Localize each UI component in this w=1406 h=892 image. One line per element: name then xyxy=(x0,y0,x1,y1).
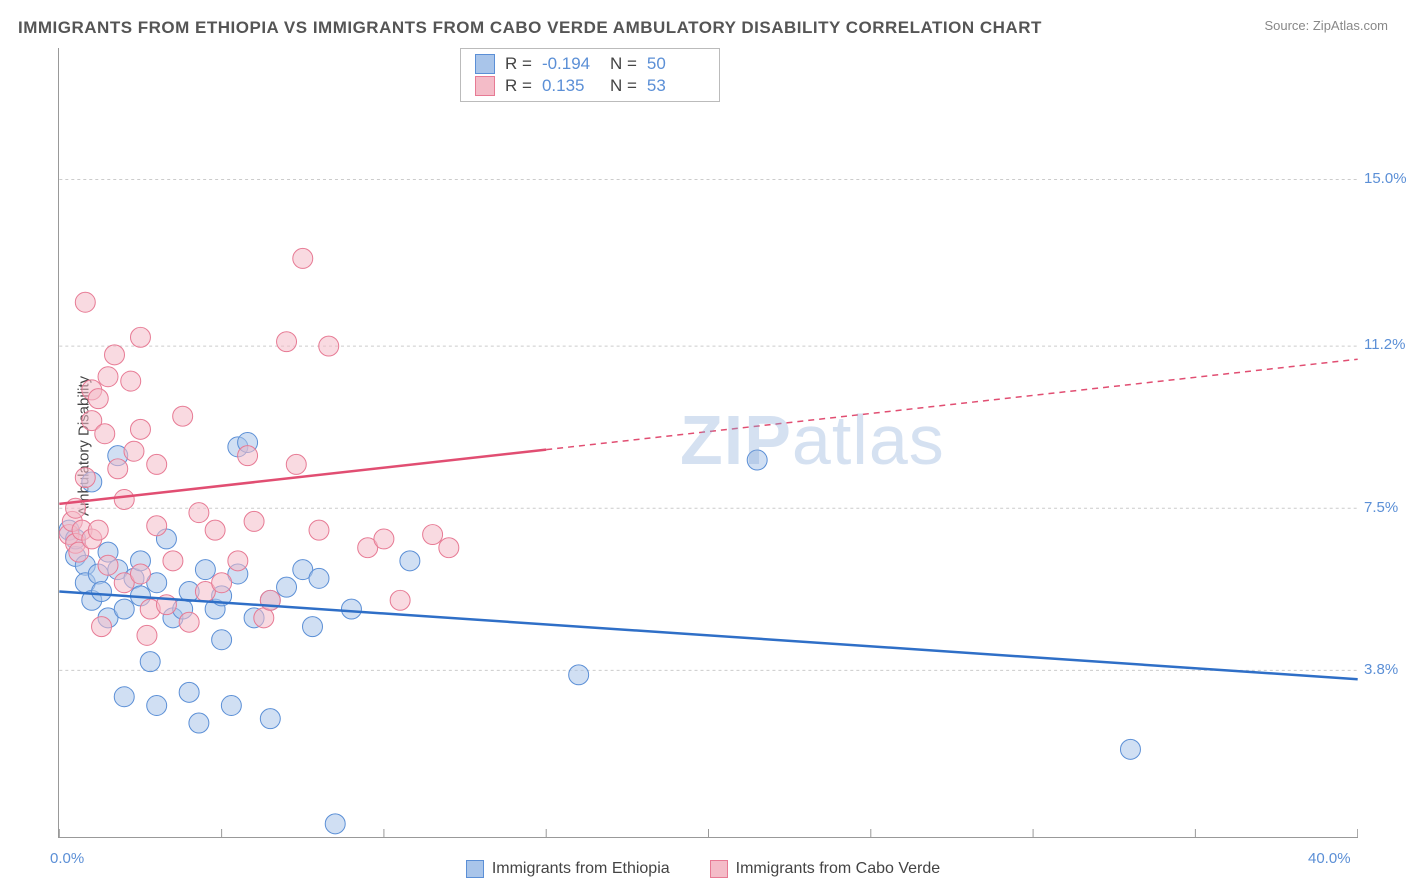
data-point xyxy=(260,709,280,729)
data-point xyxy=(277,332,297,352)
data-point xyxy=(147,516,167,536)
data-point xyxy=(75,468,95,488)
bottom-legend: Immigrants from Ethiopia Immigrants from … xyxy=(0,860,1406,878)
stats-r-label: R = xyxy=(505,54,532,74)
data-point xyxy=(147,696,167,716)
y-tick-label: 3.8% xyxy=(1364,661,1398,678)
chart-title: IMMIGRANTS FROM ETHIOPIA VS IMMIGRANTS F… xyxy=(18,18,1042,38)
legend-swatch xyxy=(710,860,728,878)
data-point xyxy=(114,687,134,707)
data-point xyxy=(92,582,112,602)
legend-label: Immigrants from Ethiopia xyxy=(492,860,670,878)
trend-line xyxy=(59,592,1357,680)
data-point xyxy=(423,525,443,545)
y-tick-label: 15.0% xyxy=(1364,170,1406,187)
data-point xyxy=(88,389,108,409)
legend-swatch xyxy=(466,860,484,878)
data-point xyxy=(179,682,199,702)
data-point xyxy=(189,713,209,733)
data-point xyxy=(238,446,258,466)
y-tick-label: 7.5% xyxy=(1364,499,1398,516)
data-point xyxy=(569,665,589,685)
data-point xyxy=(390,590,410,610)
scatter-plot xyxy=(59,48,1358,837)
stats-row: R = -0.194 N = 50 xyxy=(475,53,705,75)
data-point xyxy=(137,625,157,645)
data-point xyxy=(212,630,232,650)
data-point xyxy=(221,696,241,716)
legend-item: Immigrants from Ethiopia xyxy=(466,860,670,878)
data-point xyxy=(75,292,95,312)
data-point xyxy=(212,573,232,593)
data-point xyxy=(205,520,225,540)
stats-r-value: 0.135 xyxy=(542,76,600,96)
stats-row: R = 0.135 N = 53 xyxy=(475,75,705,97)
legend-item: Immigrants from Cabo Verde xyxy=(710,860,941,878)
data-point xyxy=(747,450,767,470)
data-point xyxy=(189,503,209,523)
data-point xyxy=(98,555,118,575)
data-point xyxy=(92,617,112,637)
data-point xyxy=(114,599,134,619)
data-point xyxy=(121,371,141,391)
stats-n-value: 50 xyxy=(647,54,705,74)
data-point xyxy=(147,454,167,474)
title-bar: IMMIGRANTS FROM ETHIOPIA VS IMMIGRANTS F… xyxy=(18,18,1388,38)
data-point xyxy=(228,551,248,571)
data-point xyxy=(439,538,459,558)
trend-line-dashed xyxy=(546,359,1357,449)
data-point xyxy=(325,814,345,834)
data-point xyxy=(1120,739,1140,759)
y-tick-label: 11.2% xyxy=(1364,336,1405,353)
x-tick-label: 40.0% xyxy=(1308,850,1351,867)
legend-label: Immigrants from Cabo Verde xyxy=(736,860,941,878)
data-point xyxy=(293,248,313,268)
data-point xyxy=(173,406,193,426)
stats-n-label: N = xyxy=(610,76,637,96)
data-point xyxy=(140,652,160,672)
stats-r-label: R = xyxy=(505,76,532,96)
data-point xyxy=(244,511,264,531)
data-point xyxy=(309,520,329,540)
data-point xyxy=(341,599,361,619)
data-point xyxy=(286,454,306,474)
data-point xyxy=(114,489,134,509)
stats-n-label: N = xyxy=(610,54,637,74)
data-point xyxy=(374,529,394,549)
data-point xyxy=(277,577,297,597)
plot-area xyxy=(58,48,1358,838)
data-point xyxy=(124,441,144,461)
data-point xyxy=(130,564,150,584)
data-point xyxy=(130,327,150,347)
data-point xyxy=(88,520,108,540)
data-point xyxy=(179,612,199,632)
stats-r-value: -0.194 xyxy=(542,54,600,74)
data-point xyxy=(130,419,150,439)
data-point xyxy=(319,336,339,356)
data-point xyxy=(105,345,125,365)
stats-swatch xyxy=(475,54,495,74)
stats-legend-box: R = -0.194 N = 50 R = 0.135 N = 53 xyxy=(460,48,720,102)
data-point xyxy=(309,568,329,588)
data-point xyxy=(95,424,115,444)
data-point xyxy=(400,551,420,571)
x-tick-label: 0.0% xyxy=(50,850,84,867)
data-point xyxy=(195,560,215,580)
source-label: Source: ZipAtlas.com xyxy=(1264,18,1388,33)
data-point xyxy=(98,367,118,387)
data-point xyxy=(108,459,128,479)
stats-swatch xyxy=(475,76,495,96)
data-point xyxy=(163,551,183,571)
stats-n-value: 53 xyxy=(647,76,705,96)
data-point xyxy=(303,617,323,637)
data-point xyxy=(254,608,274,628)
